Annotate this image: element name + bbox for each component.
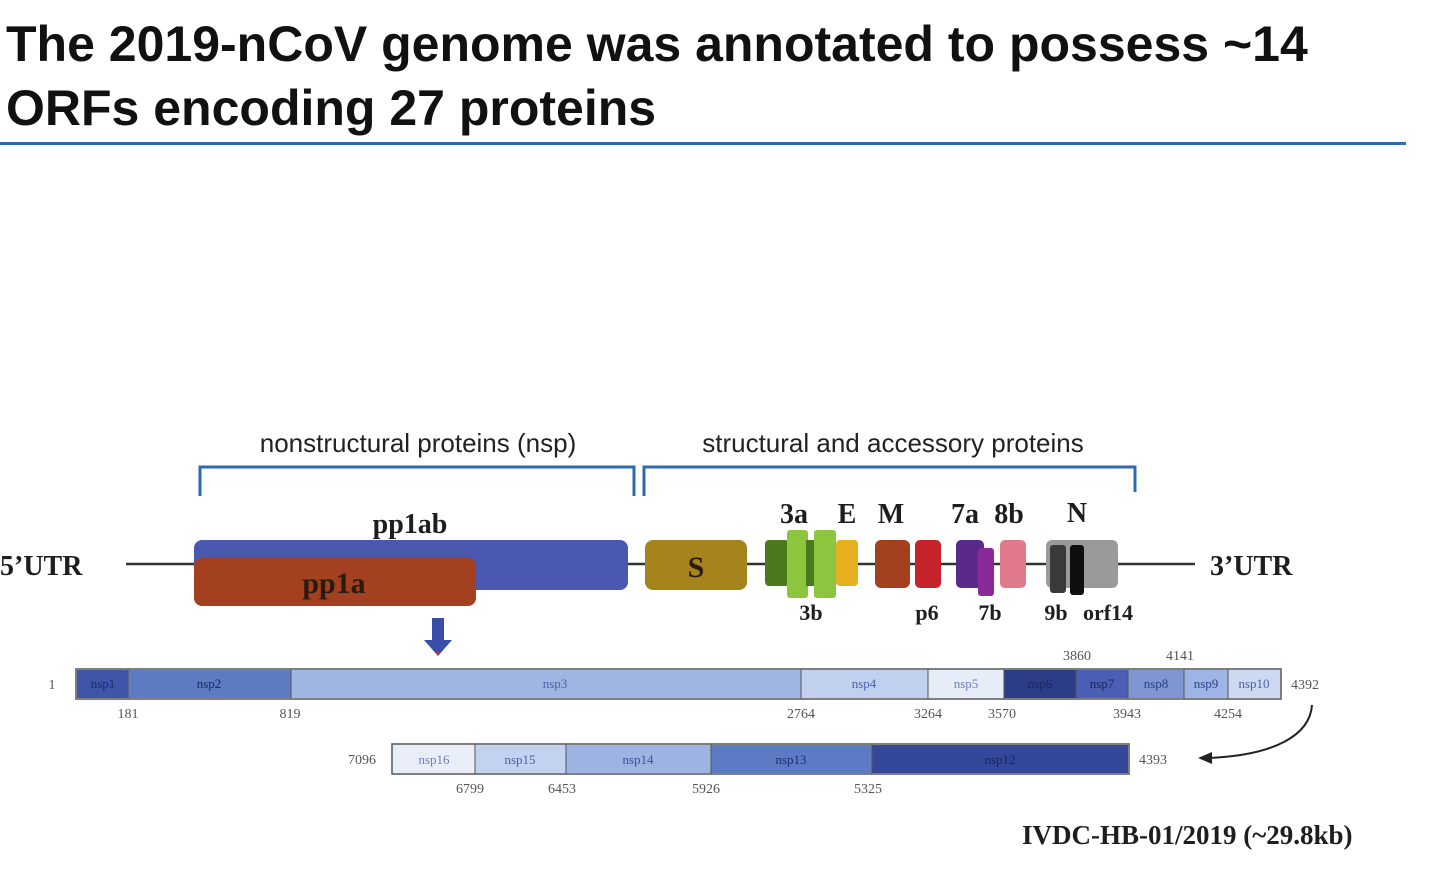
label-8b: 8b	[994, 499, 1024, 530]
position-label: 5325	[854, 782, 882, 797]
position-label: 3943	[1113, 707, 1141, 722]
label-3b: 3b	[799, 600, 822, 625]
nsp2-segment	[128, 670, 291, 698]
pp1a-box	[194, 558, 476, 606]
utr3-label: 3’UTR	[1210, 551, 1293, 582]
pp1ab-label: pp1ab	[373, 509, 448, 540]
label-p6: p6	[915, 600, 938, 625]
nsp16-label: nsp16	[418, 752, 450, 767]
slide-title-line1: The 2019-nCoV genome was annotated to po…	[6, 16, 1308, 72]
label-orf14: orf14	[1083, 600, 1133, 625]
nsp1-segment	[77, 670, 128, 698]
nsp6-label: nsp6	[1028, 676, 1053, 691]
pp1ab-nsp-track: nsp16 nsp15 nsp14 nsp13 nsp12 7096 4393 …	[348, 743, 1167, 797]
nsp2-label: nsp2	[197, 676, 222, 691]
pp1a-label: pp1a	[302, 567, 365, 600]
curved-arrow-head-icon	[1198, 752, 1212, 764]
nsp7-label: nsp7	[1090, 676, 1115, 691]
position-label: 3860	[1063, 649, 1091, 664]
nsp15-label: nsp15	[504, 752, 535, 767]
nsp14-segment	[566, 745, 711, 773]
orf14-box	[1070, 545, 1084, 595]
pp1a-end-position: 4392	[1291, 678, 1319, 693]
nsp-bracket	[198, 465, 636, 496]
position-label: 3264	[914, 707, 942, 722]
s-gene-box	[645, 540, 747, 590]
nsp4-segment	[801, 670, 928, 698]
m-gene-box	[875, 540, 910, 588]
title-underline	[0, 142, 1406, 145]
nsp3-label: nsp3	[543, 676, 568, 691]
position-label: 3570	[988, 707, 1016, 722]
down-arrow-shaft	[432, 618, 444, 642]
nsp5-label: nsp5	[954, 676, 979, 691]
position-label: 4141	[1166, 649, 1194, 664]
pp1a-nsp-track: nsp1 nsp2 nsp3 nsp4 nsp5 nsp6 nsp7 nsp8 …	[49, 649, 1320, 722]
nsp-bracket-label: nonstructural proteins (nsp)	[260, 428, 576, 458]
nsp16-segment	[393, 745, 475, 773]
pp1ab-track-border	[391, 743, 1130, 775]
position-label: 4254	[1214, 707, 1242, 722]
down-arrow-tip	[436, 652, 440, 656]
pp1a-track-border	[75, 668, 1282, 700]
nsp12-segment	[872, 745, 1128, 773]
down-arrow-icon	[424, 640, 452, 656]
slide-title: The 2019-nCoV genome was annotated to po…	[6, 12, 1426, 140]
position-label: 6453	[548, 782, 576, 797]
nsp9-segment	[1184, 670, 1228, 698]
nsp8-segment	[1128, 670, 1184, 698]
position-label: 5926	[692, 782, 720, 797]
nsp10-label: nsp10	[1238, 676, 1269, 691]
utr5-label: 5’UTR	[0, 551, 83, 582]
nsp9-label: nsp9	[1194, 676, 1219, 691]
pp1a-start-position: 1	[49, 678, 56, 693]
position-label: 181	[118, 707, 139, 722]
nsp13-label: nsp13	[775, 752, 806, 767]
p6-gene-box	[915, 540, 941, 588]
e-gene-box	[836, 540, 858, 586]
nsp7-segment	[1076, 670, 1128, 698]
orf7b-box	[978, 548, 994, 596]
label-9b: 9b	[1044, 600, 1067, 625]
pp1ab-start-position: 7096	[348, 753, 376, 768]
nsp12-label: nsp12	[984, 752, 1015, 767]
nsp14-label: nsp14	[622, 752, 654, 767]
position-label: 819	[280, 707, 301, 722]
nsp13-segment	[711, 745, 872, 773]
orf7a-box	[956, 540, 984, 588]
nsp10-segment	[1228, 670, 1280, 698]
label-m: M	[878, 499, 904, 530]
nsp8-label: nsp8	[1144, 676, 1169, 691]
nsp5-segment	[928, 670, 1004, 698]
nsp4-label: nsp4	[852, 676, 877, 691]
label-3a: 3a	[780, 499, 808, 530]
label-e: E	[838, 499, 857, 530]
position-label: 6799	[456, 782, 484, 797]
label-7a: 7a	[951, 499, 979, 530]
label-7b: 7b	[978, 600, 1001, 625]
nsp3-segment	[291, 670, 801, 698]
orf9b-box	[1050, 545, 1066, 593]
nsp1-label: nsp1	[91, 676, 116, 691]
nsp15-segment	[475, 745, 566, 773]
curved-connector	[1209, 704, 1313, 759]
orf3b-dark-box	[806, 540, 816, 586]
pp1ab-end-position: 4393	[1139, 753, 1167, 768]
strain-footnote: IVDC-HB-01/2019 (~29.8kb)	[1022, 820, 1353, 850]
orf3a-box	[787, 530, 808, 598]
label-n: N	[1067, 498, 1087, 529]
structural-bracket	[642, 465, 1137, 496]
slide-title-line2: ORFs encoding 27 proteins	[6, 80, 657, 136]
orf3b-box	[814, 530, 836, 598]
s-gene-label: S	[688, 551, 705, 584]
orf8b-box	[1000, 540, 1026, 588]
nsp6-segment	[1004, 670, 1076, 698]
position-label: 2764	[787, 707, 815, 722]
structural-bracket-label: structural and accessory proteins	[702, 428, 1084, 458]
orf3a-dark-box	[765, 540, 789, 586]
